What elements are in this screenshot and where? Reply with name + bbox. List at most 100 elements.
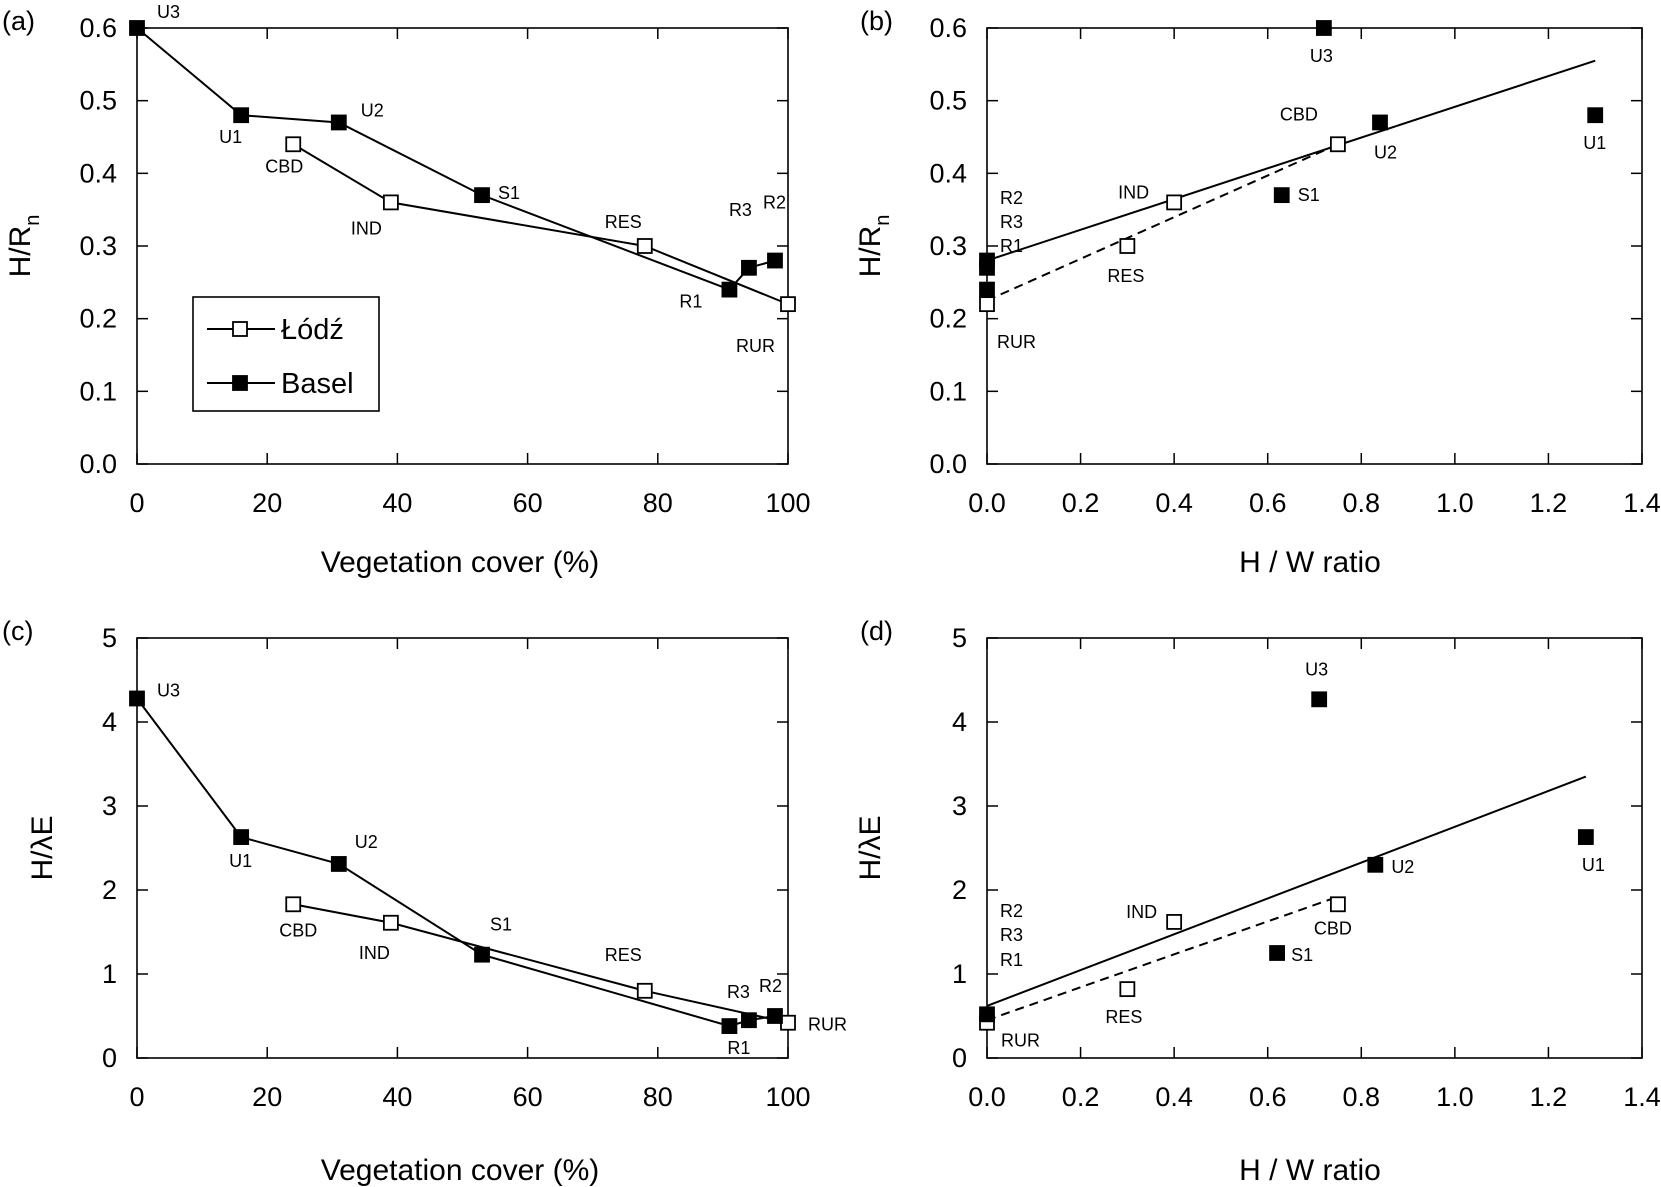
point-label-r2: R2 xyxy=(759,976,782,996)
point-label-r1: R1 xyxy=(727,1038,750,1058)
point-label-res: RES xyxy=(1107,266,1144,286)
basel-point-s1 xyxy=(1269,945,1285,961)
y-tick-label: 3 xyxy=(952,791,967,821)
point-label-u3: U3 xyxy=(157,680,180,700)
basel-point-u1 xyxy=(233,829,250,845)
point-label-s1: S1 xyxy=(1298,185,1320,205)
point-label-u3: U3 xyxy=(1310,46,1333,66)
basel-point-u3 xyxy=(1315,20,1332,36)
x-tick-label: 0.8 xyxy=(1343,488,1381,518)
point-label-u2: U2 xyxy=(355,832,378,852)
point-label-r2: R2 xyxy=(1000,901,1023,921)
point-label-r1: R1 xyxy=(679,292,702,312)
y-axis-title-main: H/R xyxy=(854,226,887,278)
legend-marker xyxy=(232,375,248,391)
panel-label: (c) xyxy=(2,616,33,646)
point-label-u3: U3 xyxy=(157,2,180,22)
y-tick-label: 0.0 xyxy=(929,449,967,479)
lodz-point-cbd xyxy=(1329,136,1346,153)
panel-label: (d) xyxy=(860,616,893,646)
y-tick-label: 0.5 xyxy=(929,86,967,116)
x-axis-title: H / W ratio xyxy=(1239,1154,1381,1187)
chart-panel-c: (c) 0 1 2 3 4 5 0 20 40 60 80 100 Vegetation cover (%… xyxy=(2,616,847,1187)
y-tick-label: 0.6 xyxy=(79,13,117,43)
x-tick-label: 0 xyxy=(129,1082,144,1112)
point-label-rur: RUR xyxy=(736,336,775,356)
y-tick-label: 1 xyxy=(952,959,967,989)
basel-point-r2 xyxy=(979,252,995,269)
point-label-u3: U3 xyxy=(1305,659,1328,679)
lodz-point-res xyxy=(1119,981,1136,998)
x-tick-label: 0.8 xyxy=(1343,1082,1381,1112)
lodz-point-res xyxy=(636,238,653,254)
point-label-r3: R3 xyxy=(1000,925,1023,945)
basel-point-u2 xyxy=(330,114,347,131)
x-tick-label: 1.2 xyxy=(1530,488,1568,518)
point-label-res: RES xyxy=(605,212,642,232)
y-tick-label: 0.1 xyxy=(929,376,967,406)
x-tick-label: 0.6 xyxy=(1249,488,1287,518)
y-tick-label: 4 xyxy=(952,707,967,737)
point-label-s1: S1 xyxy=(498,183,520,203)
x-tick-label: 60 xyxy=(513,1082,543,1112)
fit-line-dashed xyxy=(986,895,1339,1022)
plot-frame xyxy=(136,637,789,1059)
x-tick-label: 1.2 xyxy=(1530,1082,1568,1112)
basel-point-s1 xyxy=(1273,187,1290,204)
y-tick-label: 0.3 xyxy=(79,231,117,261)
chart-panel-b: (b) 0.0 0.1 0.2 0.3 0.4 0.5 0.6 0.0 0.2 0.4 0.6 0.8 1… xyxy=(854,6,1661,579)
y-tick-label: 3 xyxy=(102,791,117,821)
x-tick-label: 0.2 xyxy=(1062,1082,1100,1112)
x-tick-label: 1.4 xyxy=(1623,1082,1661,1112)
point-label-ind: IND xyxy=(351,218,382,238)
x-tick-label: 0.0 xyxy=(968,1082,1006,1112)
basel-point-s1 xyxy=(474,946,490,963)
basel-point-u2 xyxy=(1372,114,1388,131)
point-label-r2: R2 xyxy=(1000,188,1023,208)
y-tick-label: 0.0 xyxy=(79,449,117,479)
y-axis-title-subscript: n xyxy=(872,215,894,226)
legend: Łódź Basel xyxy=(192,296,380,412)
basel-point-u3 xyxy=(129,690,145,707)
legend-marker xyxy=(232,321,248,337)
point-label-r3: R3 xyxy=(1000,212,1023,232)
point-label-u2: U2 xyxy=(361,100,384,120)
point-label-r3: R3 xyxy=(727,982,750,1002)
panel-label: (a) xyxy=(2,6,35,36)
basel-point-r3 xyxy=(741,259,757,276)
x-tick-label: 60 xyxy=(513,488,543,518)
lodz-point-res xyxy=(636,982,653,999)
lodz-point-ind xyxy=(1166,194,1183,211)
plot-frame xyxy=(986,637,1643,1059)
x-tick-label: 1.4 xyxy=(1623,488,1661,518)
point-label-u2: U2 xyxy=(1391,857,1414,877)
y-tick-label: 5 xyxy=(952,623,967,653)
y-axis-title-main: H/λE xyxy=(854,815,887,880)
y-axis-title: H/λE xyxy=(854,815,887,880)
x-tick-label: 0.2 xyxy=(1062,488,1100,518)
basel-point-r1 xyxy=(979,281,995,298)
basel-point-s1 xyxy=(474,187,490,204)
basel-point-r1 xyxy=(721,1018,738,1034)
lodz-point-cbd xyxy=(285,896,302,913)
y-tick-label: 0.2 xyxy=(79,304,117,334)
series-line-lodz xyxy=(292,143,789,306)
y-tick-label: 0.4 xyxy=(929,158,967,188)
y-tick-label: 0.5 xyxy=(79,86,117,116)
point-label-u1: U1 xyxy=(219,127,242,147)
point-label-cbd: CBD xyxy=(1314,918,1352,938)
x-tick-label: 1.0 xyxy=(1436,1082,1474,1112)
legend-box xyxy=(192,296,380,412)
y-axis-title-subscript: n xyxy=(22,215,44,226)
x-axis-title: H / W ratio xyxy=(1239,546,1381,579)
basel-point-u2 xyxy=(1367,856,1384,873)
point-label-s1: S1 xyxy=(490,915,512,935)
basel-point-r1 xyxy=(721,281,738,298)
x-tick-label: 40 xyxy=(382,1082,412,1112)
fit-line-dashed xyxy=(986,143,1339,302)
x-tick-label: 1.0 xyxy=(1436,488,1474,518)
fit-line-solid xyxy=(986,775,1587,1007)
x-axis-title: Vegetation cover (%) xyxy=(321,1154,599,1187)
point-label-r1: R1 xyxy=(1000,236,1023,256)
panel-label: (b) xyxy=(860,6,893,36)
